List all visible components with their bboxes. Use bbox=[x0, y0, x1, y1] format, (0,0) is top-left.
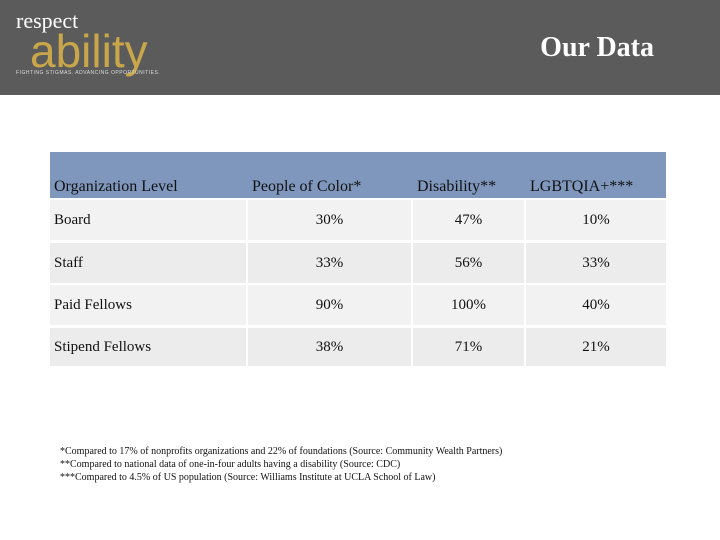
footnote: *Compared to 17% of nonprofits organizat… bbox=[60, 446, 503, 457]
value-cell: 47% bbox=[413, 200, 524, 240]
value-cell: 33% bbox=[248, 243, 411, 283]
slide-title: Our Data bbox=[540, 32, 654, 63]
header-cell: Disability** bbox=[413, 152, 527, 198]
logo-text: respect bbox=[16, 8, 79, 33]
row-label: Board bbox=[50, 200, 246, 240]
header-bar: respect ability FIGHTING STIGMAS. ADVANC… bbox=[0, 0, 720, 95]
logo-tagline: FIGHTING STIGMAS. ADVANCING OPPORTUNITIE… bbox=[16, 70, 161, 76]
value-cell: 56% bbox=[413, 243, 524, 283]
header-cell: LGBTQIA+*** bbox=[526, 152, 666, 198]
row-label: Stipend Fellows bbox=[50, 328, 246, 366]
value-cell: 100% bbox=[413, 285, 524, 325]
footnote: **Compared to national data of one-in-fo… bbox=[60, 459, 401, 470]
value-cell: 38% bbox=[248, 328, 411, 366]
value-cell: 21% bbox=[526, 328, 666, 366]
value-cell: 30% bbox=[248, 200, 411, 240]
value-cell: 71% bbox=[413, 328, 524, 366]
value-cell: 10% bbox=[526, 200, 666, 240]
value-cell: 40% bbox=[526, 285, 666, 325]
header-cell: Organization Level bbox=[50, 152, 249, 198]
logo-text: ability bbox=[30, 25, 148, 77]
row-label: Staff bbox=[50, 243, 246, 283]
value-cell: 90% bbox=[248, 285, 411, 325]
row-label: Paid Fellows bbox=[50, 285, 246, 325]
footnote: ***Compared to 4.5% of US population (So… bbox=[60, 472, 436, 483]
header-cell: People of Color* bbox=[248, 152, 414, 198]
value-cell: 33% bbox=[526, 243, 666, 283]
